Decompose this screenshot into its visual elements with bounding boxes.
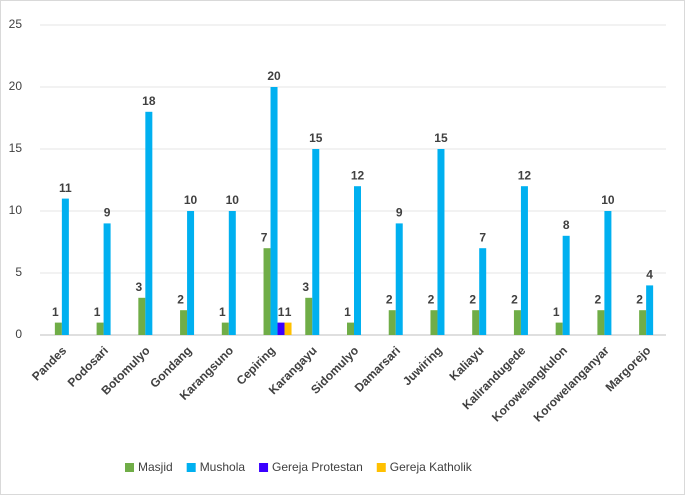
data-label: 20 [267,69,281,83]
y-tick-label: 10 [9,203,23,217]
bar [388,310,396,335]
data-label: 1 [52,305,59,319]
legend-swatch [125,463,134,472]
bar [347,322,354,335]
bar [221,322,229,335]
bar [54,322,62,335]
bar [187,211,195,335]
bar [555,322,563,335]
data-label: 2 [595,292,602,306]
bar [646,285,654,335]
y-tick-label: 25 [9,17,23,31]
y-tick-label: 5 [15,265,22,279]
bar [277,322,285,335]
bar [305,297,313,335]
bar [103,223,111,335]
bar [270,87,278,335]
bar [96,322,104,335]
data-label: 3 [135,280,142,294]
legend-swatch [259,463,269,472]
data-label: 2 [177,292,184,306]
data-label: 2 [636,292,643,306]
data-label: 3 [302,280,309,294]
y-tick-label: 0 [15,327,22,341]
data-label: 4 [646,268,653,282]
legend-label: Masjid [138,460,173,474]
data-label: 12 [518,168,532,182]
legend-swatch [376,463,386,472]
bar [284,322,292,335]
bar [180,310,188,335]
y-tick-label: 20 [9,79,23,93]
data-label: 10 [184,193,198,207]
bar [479,248,487,335]
bar [312,149,320,335]
data-label: 8 [563,218,570,232]
bar [513,310,521,335]
data-label: 7 [479,230,486,244]
y-tick-label: 15 [9,141,23,155]
bar [639,310,647,335]
bar [263,248,271,335]
bar [228,211,236,335]
legend-swatch [186,463,196,472]
data-label: 7 [261,230,268,244]
legend-label: Mushola [200,460,246,474]
bar [430,310,438,335]
legend-label: Gereja Katholik [390,460,473,474]
data-label: 1 [219,305,226,319]
data-label: 2 [469,292,476,306]
bar [395,223,403,335]
data-label: 2 [428,292,435,306]
bar [437,149,445,335]
bar [562,235,570,335]
data-label: 2 [386,292,393,306]
legend-label: Gereja Protestan [272,460,363,474]
data-label: 15 [309,131,323,145]
data-label: 12 [351,168,365,182]
data-label: 11 [59,181,72,195]
data-label: 1 [344,305,351,319]
data-label: 18 [142,94,156,108]
bar [138,297,146,335]
data-label: 1 [94,305,101,319]
data-label: 9 [104,206,111,220]
data-label: 15 [434,131,448,145]
bar [520,186,528,335]
data-label: 9 [396,206,403,220]
data-label: 10 [601,193,615,207]
data-label: 1 [278,305,285,319]
data-label: 1 [553,305,560,319]
bar [597,310,605,335]
data-label: 10 [226,193,240,207]
bar [61,198,69,335]
bar [354,186,361,335]
bar [604,211,612,335]
data-label: 2 [511,292,518,306]
data-label: 1 [285,305,292,319]
bar [145,111,153,335]
bar [472,310,480,335]
